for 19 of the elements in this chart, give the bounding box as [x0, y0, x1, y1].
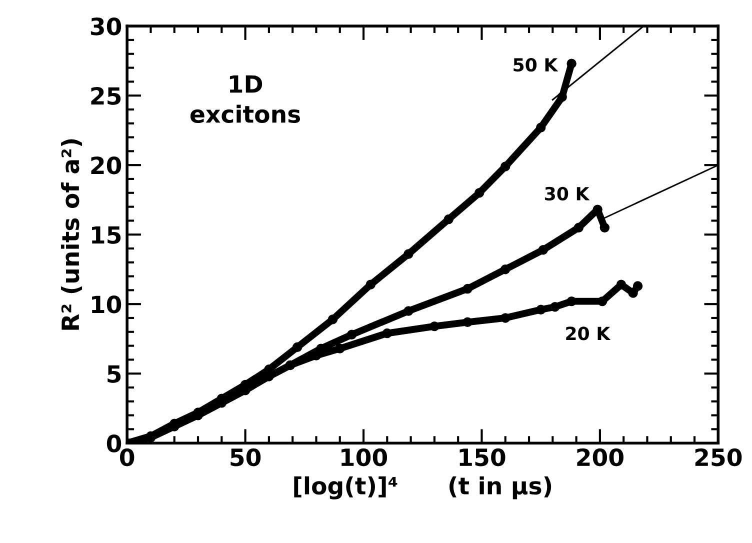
x-axis-title: [log(t)]⁴ (t in μs): [294, 476, 552, 500]
series-label: 50 K: [514, 58, 558, 72]
x-tick-label: 50: [230, 448, 261, 466]
annotation: 1D excitons: [190, 75, 300, 123]
y-tick-label: 15: [92, 226, 121, 244]
x-tick-label: 100: [342, 448, 388, 466]
x-tick-label: 0: [120, 448, 134, 466]
y-tick-label: 10: [92, 296, 122, 314]
y-tick-label: 5: [108, 365, 121, 383]
y-tick-label: 25: [91, 87, 121, 105]
y-tick-label: 20: [91, 156, 122, 174]
y-tick-label: 0: [106, 434, 122, 452]
series-label: 20 K: [566, 326, 611, 340]
x-tick-label: 250: [695, 448, 742, 466]
y-tick-label: 30: [90, 18, 122, 36]
x-tick-label: 150: [460, 448, 506, 466]
x-tick-label: 200: [577, 448, 624, 466]
y-axis-title: R² (units of a²): [60, 139, 82, 330]
series-label: 30 K: [545, 186, 590, 200]
